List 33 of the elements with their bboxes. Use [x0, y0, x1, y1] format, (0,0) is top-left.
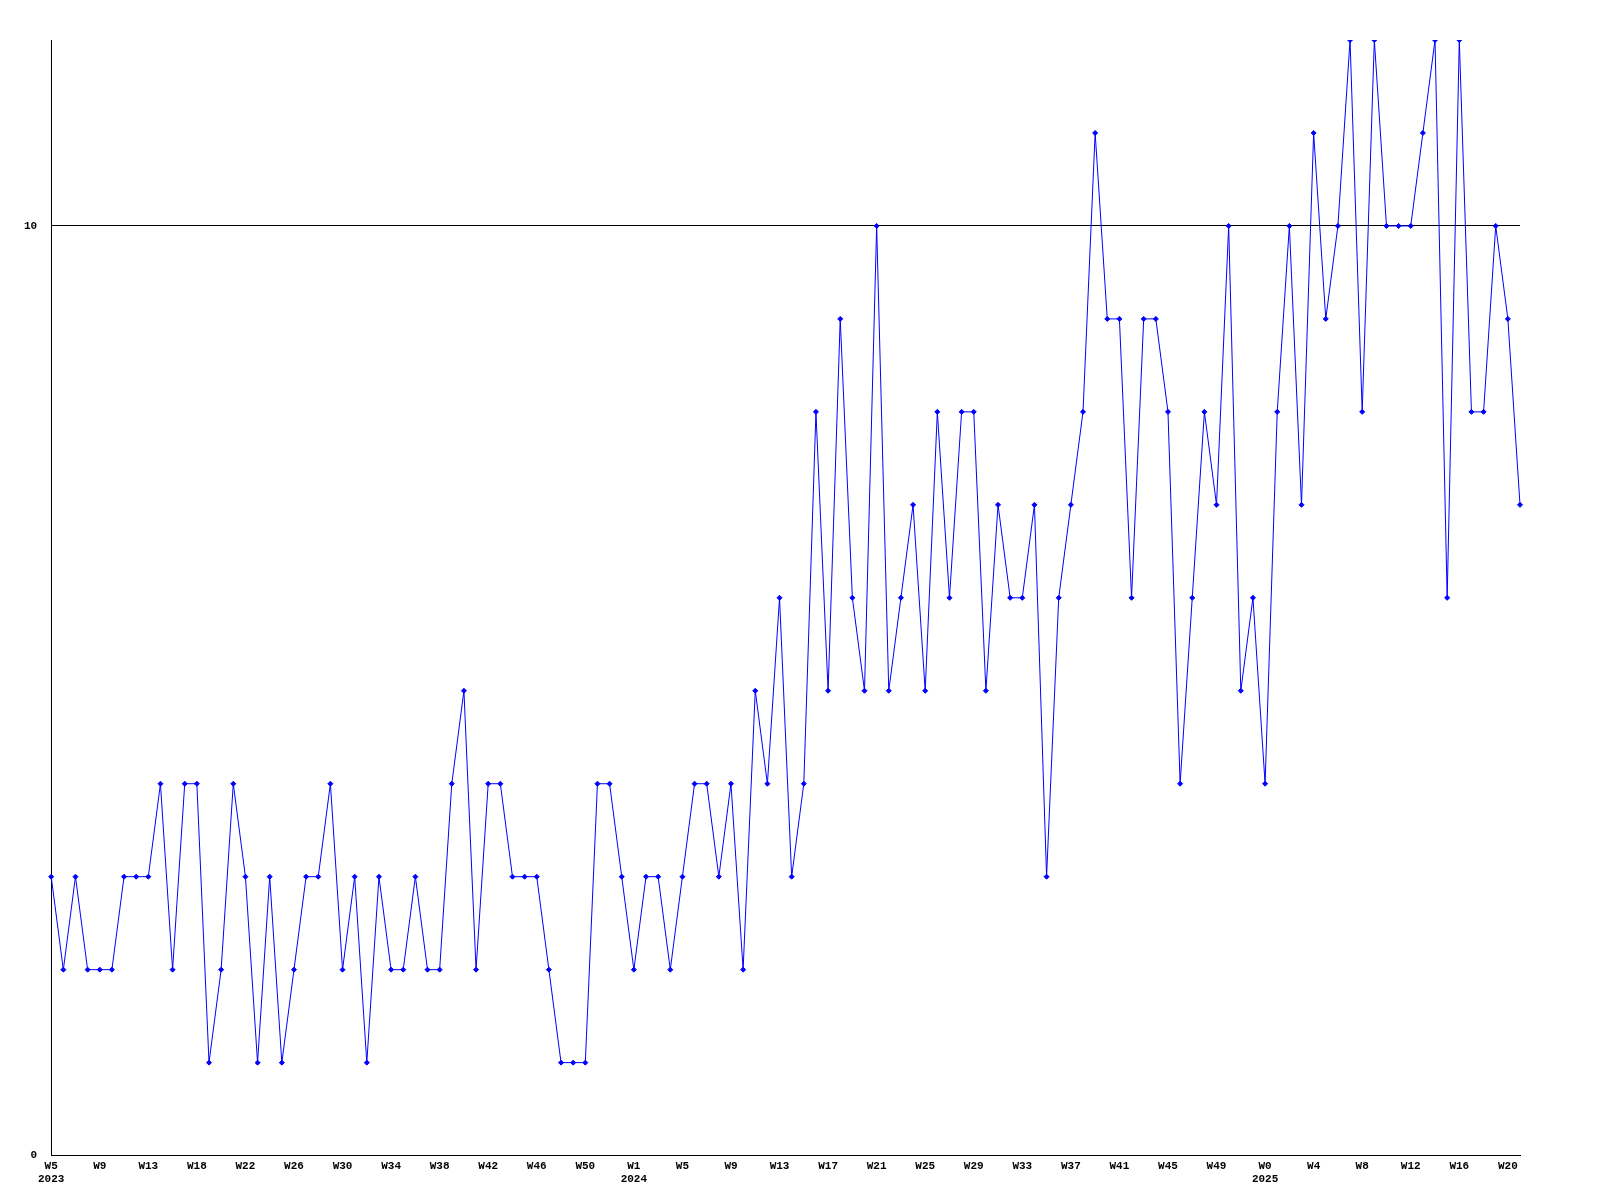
x-tick-label: W34 [381, 1159, 402, 1172]
x-tick-label: W8 [1355, 1159, 1370, 1172]
x-tick-label: W9 [724, 1159, 738, 1172]
x-tick-label: W42 [478, 1159, 499, 1172]
x-tick-label: W13 [769, 1159, 790, 1172]
y-tick-label: 0 [30, 1149, 38, 1162]
x-tick-label: W0 2025 [1251, 1159, 1279, 1186]
x-tick-label: W22 [235, 1159, 256, 1172]
x-tick-label: W5 2023 [38, 1159, 65, 1186]
x-tick-label: W49 [1206, 1159, 1227, 1172]
x-tick-label: W4 [1307, 1159, 1321, 1172]
x-tick-label: W37 [1060, 1159, 1081, 1172]
x-tick-label: W45 [1158, 1159, 1179, 1172]
x-tick-label: W33 [1012, 1159, 1033, 1172]
x-tick-label: W25 [915, 1159, 936, 1172]
x-tick-label: W50 [575, 1159, 596, 1172]
x-tick-label: W13 [138, 1159, 159, 1172]
x-tick-label: W5 [675, 1159, 690, 1172]
x-tick-label: W9 [93, 1159, 107, 1172]
x-tick-label: W30 [332, 1159, 353, 1172]
x-tick-label: W46 [526, 1159, 547, 1172]
x-tick-label: W12 [1400, 1159, 1421, 1172]
x-tick-label: W18 [186, 1159, 208, 1172]
x-tick-label: W41 [1109, 1159, 1130, 1172]
y-tick-label: 10 [24, 219, 38, 232]
x-tick-label: W26 [284, 1159, 304, 1172]
x-tick-label: W38 [429, 1159, 450, 1172]
x-tick-label: W29 [963, 1159, 984, 1172]
x-tick-label: W21 [866, 1159, 887, 1172]
x-tick-label: W20 [1497, 1159, 1518, 1172]
x-tick-label: W1 2024 [620, 1159, 648, 1186]
x-tick-label: W16 [1449, 1159, 1470, 1172]
x-tick-label: W17 [818, 1159, 838, 1172]
